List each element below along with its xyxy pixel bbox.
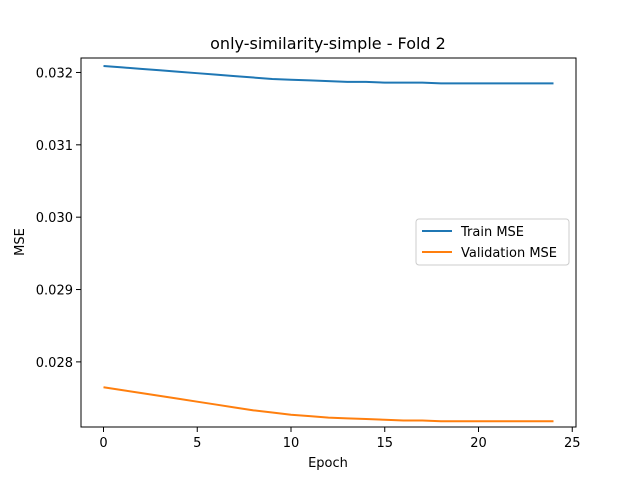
x-tick-label: 5 [193, 436, 201, 451]
x-tick-label: 0 [99, 436, 107, 451]
y-tick-label: 0.029 [36, 284, 73, 299]
plot-frame [80, 57, 577, 428]
x-tick-label: 15 [376, 436, 393, 451]
legend: Train MSE Validation MSE [415, 218, 570, 266]
x-axis-ticks: 0 5 10 15 20 25 [99, 427, 581, 451]
chart-title: only-similarity-simple - Fold 2 [210, 34, 446, 53]
x-tick-label: 10 [283, 436, 300, 451]
legend-label-train: Train MSE [460, 225, 524, 240]
x-axis-label: Epoch [308, 456, 348, 471]
x-tick-label: 25 [564, 436, 581, 451]
legend-box [415, 218, 570, 266]
y-tick-label: 0.032 [36, 66, 73, 81]
y-tick-label: 0.030 [36, 211, 73, 226]
y-tick-label: 0.031 [36, 139, 73, 154]
y-tick-label: 0.028 [36, 356, 73, 371]
y-axis-label: MSE [13, 228, 28, 256]
x-tick-label: 20 [470, 436, 487, 451]
y-axis-ticks: 0.028 0.029 0.030 0.031 0.032 [36, 66, 81, 371]
legend-label-validation: Validation MSE [461, 246, 557, 261]
plot-lines [103, 64, 554, 423]
series-line-validation-mse [103, 386, 554, 423]
series-line-train-mse [103, 64, 554, 85]
